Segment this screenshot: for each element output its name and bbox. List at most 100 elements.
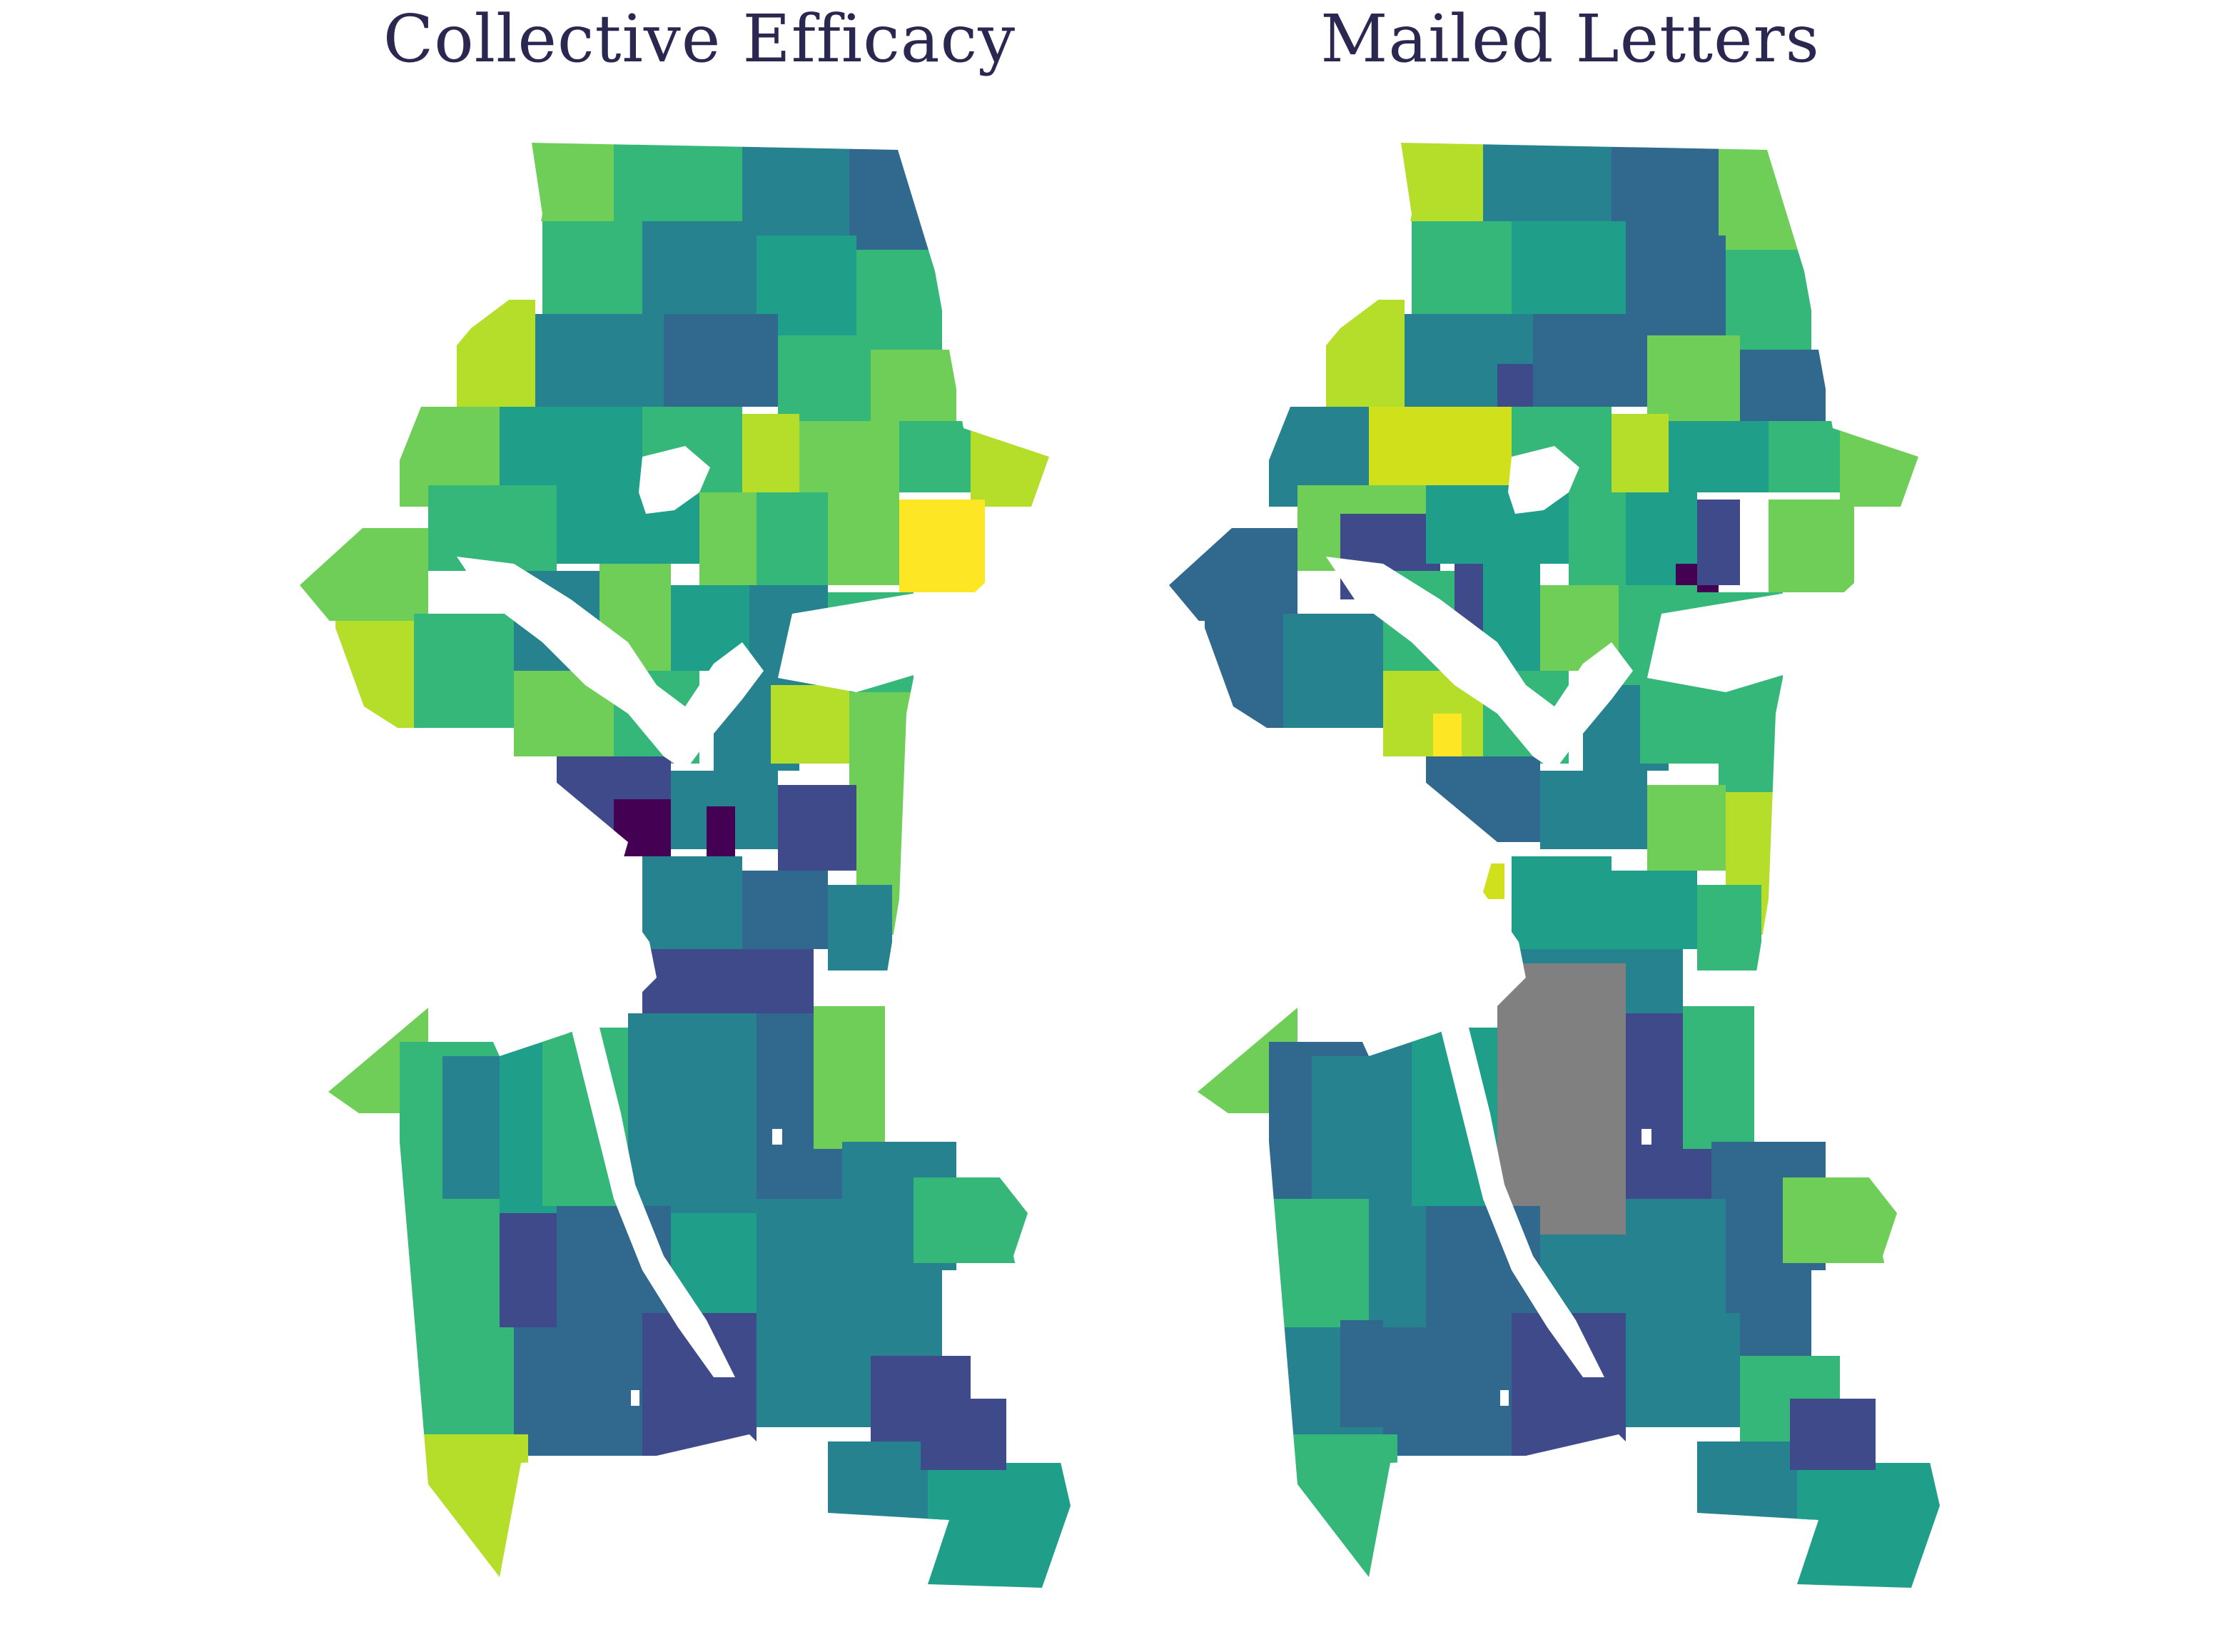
tract-region bbox=[1483, 863, 1504, 899]
tract-region bbox=[628, 1013, 757, 1227]
tract-region bbox=[849, 692, 914, 792]
tract-region bbox=[1647, 335, 1740, 421]
tract-region bbox=[1205, 621, 1283, 728]
tract-region bbox=[1790, 1399, 1876, 1470]
green-lake bbox=[639, 446, 710, 514]
tract-region bbox=[642, 221, 757, 314]
tract-region bbox=[757, 1313, 871, 1427]
tract-region bbox=[1612, 414, 1669, 492]
tract-region bbox=[899, 500, 985, 592]
tract-region bbox=[1697, 885, 1761, 971]
lake-washington-inlet bbox=[1647, 592, 1797, 692]
tract-region bbox=[1512, 856, 1612, 949]
tract-region bbox=[778, 785, 856, 871]
tract-region bbox=[1783, 1177, 1897, 1263]
tract-region bbox=[414, 1434, 528, 1588]
tract-region bbox=[828, 492, 899, 585]
ship-canal-lake-union bbox=[1326, 557, 1633, 771]
tract-region bbox=[1697, 500, 1740, 585]
tract-region bbox=[1426, 756, 1540, 842]
tract-region bbox=[899, 421, 978, 492]
tract-region bbox=[849, 143, 935, 250]
tract-region bbox=[1719, 143, 1804, 250]
tract-region bbox=[1797, 1463, 1940, 1588]
mailed-letters-map bbox=[1169, 143, 1940, 1588]
tract-region bbox=[1540, 771, 1647, 849]
tract-region bbox=[1640, 685, 1719, 764]
tract-region bbox=[1340, 1320, 1383, 1427]
tract-region bbox=[771, 685, 849, 764]
tract-region bbox=[664, 314, 778, 407]
tract-region bbox=[614, 143, 742, 221]
tract-gap bbox=[631, 1390, 639, 1406]
tract-region bbox=[1769, 500, 1854, 592]
tract-region bbox=[914, 1177, 1028, 1263]
tract-region bbox=[428, 485, 557, 571]
tract-region bbox=[400, 1327, 514, 1434]
tract-region bbox=[1683, 1006, 1754, 1149]
tract-region bbox=[742, 871, 828, 949]
tract-region bbox=[500, 407, 642, 485]
tract-region bbox=[757, 492, 828, 585]
tract-region bbox=[1169, 528, 1297, 621]
tract-region bbox=[542, 221, 642, 328]
tract-region bbox=[1283, 614, 1383, 728]
tract-region bbox=[300, 528, 428, 621]
tract-region bbox=[1612, 143, 1719, 235]
tract-region bbox=[1669, 421, 1769, 492]
tract-region bbox=[1369, 143, 1483, 221]
tract-region bbox=[757, 1199, 856, 1313]
tract-region bbox=[1840, 421, 1926, 507]
tract-region bbox=[457, 300, 535, 407]
duwamish-waterway bbox=[1440, 1028, 1604, 1377]
tract-region bbox=[1726, 250, 1811, 350]
duwamish-waterway bbox=[571, 1028, 735, 1377]
tract-region bbox=[699, 492, 757, 585]
tract-region bbox=[1626, 1199, 1726, 1313]
tract-region bbox=[535, 314, 664, 407]
tract-region bbox=[971, 421, 1056, 507]
lake-washington-inlet bbox=[778, 592, 928, 692]
tract-region bbox=[799, 421, 899, 492]
tract-region bbox=[400, 1199, 500, 1327]
tract-region bbox=[335, 621, 414, 728]
tract-region bbox=[1369, 407, 1512, 485]
tract-gap bbox=[1641, 1129, 1651, 1145]
tract-region bbox=[828, 885, 892, 971]
tract-region bbox=[500, 143, 614, 221]
tract-region bbox=[614, 799, 671, 856]
tract-region bbox=[1647, 785, 1726, 871]
tract-region bbox=[742, 143, 849, 235]
tract-region bbox=[642, 856, 742, 949]
tract-region bbox=[1433, 714, 1462, 756]
tract-region bbox=[1569, 492, 1626, 585]
tract-region bbox=[742, 414, 799, 492]
collective-efficacy-map bbox=[300, 143, 1071, 1588]
tract-region bbox=[856, 250, 942, 350]
tract-region bbox=[707, 806, 735, 856]
tract-region bbox=[1626, 1313, 1740, 1427]
tract-region bbox=[1612, 871, 1697, 949]
tract-gap bbox=[1500, 1390, 1509, 1406]
tract-region bbox=[414, 614, 514, 728]
ship-canal-lake-union bbox=[457, 557, 764, 771]
tract-region bbox=[1512, 221, 1626, 314]
tract-region bbox=[814, 1006, 885, 1149]
tract-region bbox=[1769, 421, 1847, 492]
tract-gap bbox=[772, 1129, 782, 1145]
tract-region bbox=[1283, 1434, 1397, 1588]
map-title-mailed-letters: Mailed Letters bbox=[1320, 1, 1820, 77]
tract-region bbox=[1412, 221, 1512, 328]
tract-region bbox=[778, 335, 871, 421]
tract-region bbox=[928, 1463, 1071, 1588]
tract-region bbox=[1269, 1199, 1369, 1327]
green-lake bbox=[1508, 446, 1579, 514]
map-title-collective-efficacy: Collective Efficacy bbox=[383, 1, 1016, 77]
tract-region-no-data bbox=[1497, 963, 1626, 1235]
tract-region bbox=[921, 1399, 1006, 1470]
tract-region bbox=[1533, 314, 1647, 407]
tract-region bbox=[1719, 692, 1783, 792]
tract-region bbox=[1326, 300, 1405, 407]
tract-region bbox=[1483, 143, 1612, 221]
